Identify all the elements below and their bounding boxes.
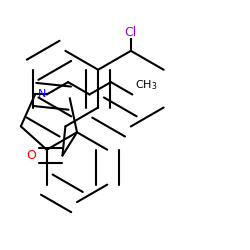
Text: O: O [26,149,36,162]
Text: N: N [38,90,46,100]
Text: Cl: Cl [125,26,137,39]
Text: CH$_3$: CH$_3$ [135,78,158,92]
